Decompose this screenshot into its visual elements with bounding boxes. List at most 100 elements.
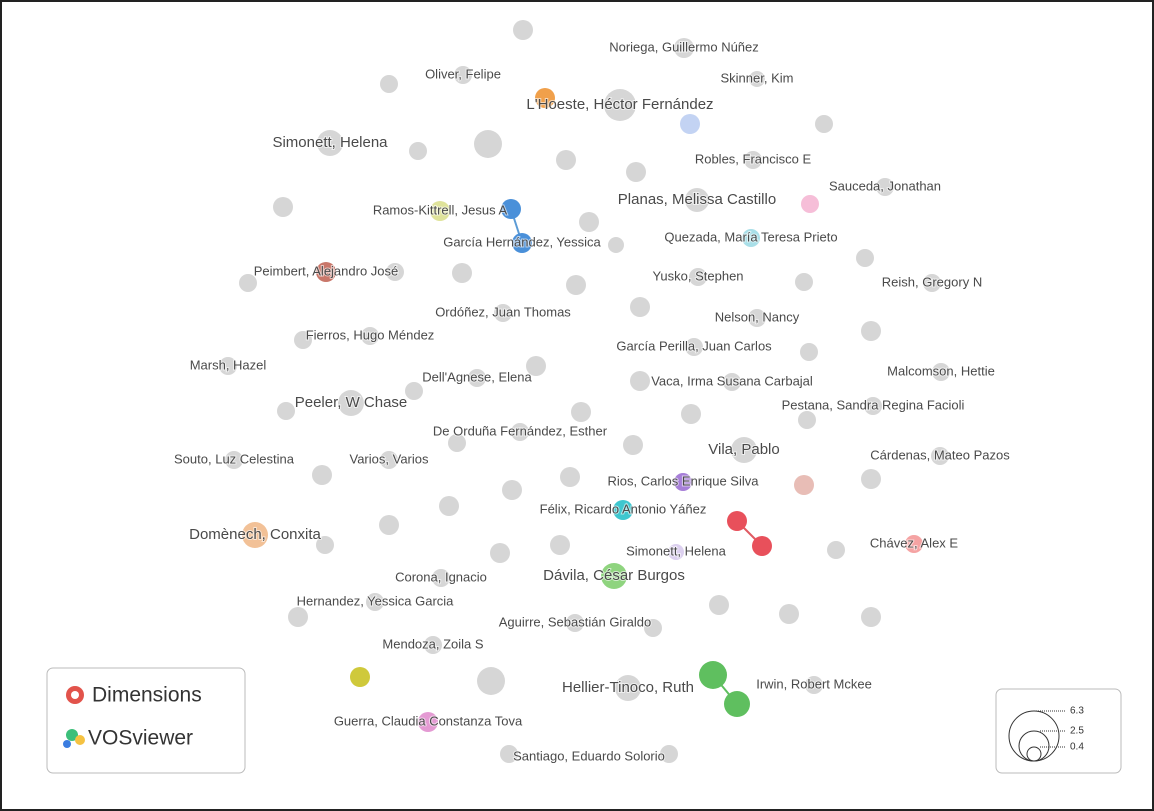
node [630,371,650,391]
node-label: Ramos-Kittrell, Jesus A [373,202,508,217]
node [923,274,941,292]
node-label: Souto, Luz Celestina [174,451,295,466]
node [452,263,472,283]
node [405,382,423,400]
node [550,535,570,555]
node-label: Varios, Varios [350,451,429,466]
node-label: Peimbert, Alejandro José [254,263,399,278]
node [744,151,762,169]
node [876,178,894,196]
node-label: Peeler, W Chase [295,394,408,411]
node [795,273,813,291]
node [490,543,510,563]
vosviewer-icon [66,729,78,741]
dimensions-icon [71,691,79,699]
node [805,676,823,694]
node-label: Mendoza, Zoila S [382,636,483,651]
node [794,475,814,495]
node-label: Santiago, Eduardo Solorio [513,748,665,763]
node [556,150,576,170]
node-label: Malcomson, Hettie [887,363,995,378]
node [626,162,646,182]
node [604,89,636,121]
vosviewer-icon [75,735,85,745]
node [361,327,379,345]
node [623,435,643,455]
node [242,522,268,548]
node [338,390,364,416]
node [779,604,799,624]
node [800,343,818,361]
node-label: Oliver, Felipe [425,66,501,81]
node [579,212,599,232]
node [856,249,874,267]
nodes [219,20,950,763]
node [432,569,450,587]
node [685,338,703,356]
node [660,745,678,763]
node [615,675,641,701]
node [502,480,522,500]
node-label: Aguirre, Sebastián Giraldo [499,614,651,629]
node [709,595,729,615]
node [511,423,529,441]
node [225,451,243,469]
node [601,563,627,589]
node-label: García Hernández, Yessica [443,234,601,249]
node [749,71,765,87]
node [827,541,845,559]
node [752,536,772,556]
node [379,515,399,535]
node-label: Planas, Melissa Castillo [618,191,776,208]
node-label: Robles, Francisco E [695,151,812,166]
node-label: Dávila, César Burgos [543,567,685,584]
node [439,496,459,516]
node [630,297,650,317]
node [644,619,662,637]
node-label: Reish, Gregory N [882,274,982,289]
node-label: De Orduña Fernández, Esther [433,423,608,438]
logo-text: VOSviewer [88,727,193,750]
node [430,201,450,221]
node [932,363,950,381]
node [418,712,438,732]
node [685,188,709,212]
node [815,115,833,133]
node [723,373,741,391]
node [239,274,257,292]
node [699,661,727,689]
node [724,691,750,717]
legend-label: 0.4 [1070,742,1084,753]
node [861,321,881,341]
node-label: Noriega, Guillermo Núñez [609,39,759,54]
node [312,465,332,485]
node [864,397,882,415]
node-label: Domènech, Conxita [189,526,321,543]
node-label: Quezada, María Teresa Prieto [664,229,837,244]
logo-text: Dimensions [92,684,202,707]
node-label: Nelson, Nancy [715,309,800,324]
labels: Noriega, Guillermo Núñez Oliver, Felipe Sk… [173,38,1011,764]
node [500,745,518,763]
node-label: Fierros, Hugo Méndez [306,327,435,342]
node-label: Simonett, Helena [626,543,726,558]
node [680,114,700,134]
node-label: Sauceda, Jonathan [829,178,941,193]
node [566,614,584,632]
node [380,451,398,469]
node [474,130,502,158]
node [317,130,343,156]
node [424,636,442,654]
node-label: Pestana, Sandra Regina Facioli [782,397,965,412]
node-label: Vaca, Irma Susana Carbajal [651,373,813,388]
node [571,402,591,422]
node [748,309,766,327]
node-label: Rios, Carlos Enrique Silva [607,473,759,488]
node [668,544,684,560]
node [608,237,624,253]
node [494,304,512,322]
node [366,593,384,611]
node [409,142,427,160]
vosviewer-icon [63,740,71,748]
